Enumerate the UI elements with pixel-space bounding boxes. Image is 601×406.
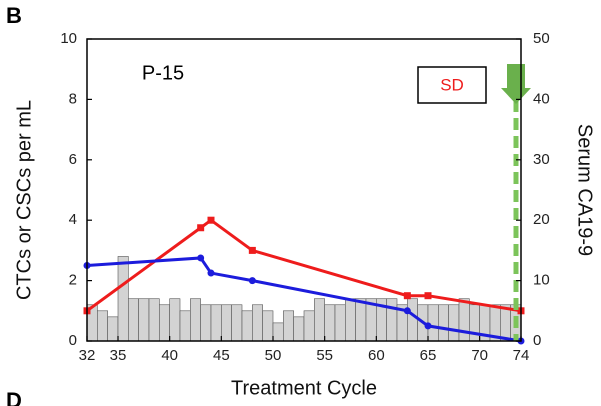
arrow-head (501, 64, 531, 104)
y-tick-label: 10 (60, 30, 77, 47)
y2-tick-label: 40 (533, 90, 550, 107)
next-panel-label: D (6, 388, 22, 406)
status-label: SD (440, 75, 464, 94)
bar (210, 304, 222, 342)
bar (148, 298, 160, 342)
bar (407, 298, 418, 342)
bar (324, 304, 336, 342)
marker (197, 224, 205, 232)
y2-tick-label: 20 (533, 211, 550, 228)
x-tick-label: 60 (368, 347, 385, 364)
y-tick-label: 0 (69, 332, 77, 349)
bar (169, 298, 181, 342)
bar (179, 310, 191, 342)
bar (438, 304, 449, 342)
plot-frame (86, 38, 522, 342)
x-tick-label: 50 (265, 347, 282, 364)
bar (190, 298, 201, 342)
y2-axis-label: Serum CA19-9 (574, 124, 596, 256)
y-axis-label: CTCs or CSCs per mL (13, 100, 35, 300)
marker (207, 269, 215, 277)
x-tick-label: 32 (79, 347, 96, 364)
bar (117, 256, 129, 342)
bar (200, 304, 212, 342)
marker (248, 246, 256, 254)
x-tick-label: 74 (513, 347, 530, 364)
y-tick-label: 4 (69, 211, 77, 228)
bar (138, 298, 150, 342)
bar (221, 304, 232, 342)
bar (262, 310, 274, 342)
marker (207, 216, 215, 224)
bar (293, 316, 305, 342)
y-tick-label: 6 (69, 151, 77, 168)
x-tick-label: 65 (420, 347, 437, 364)
marker (424, 292, 432, 300)
bar (303, 310, 315, 342)
x-tick-label: 70 (471, 347, 488, 364)
bar (355, 298, 367, 342)
panel-label: B (6, 3, 22, 28)
bar (469, 304, 480, 342)
y2-tick-label: 0 (533, 332, 541, 349)
bar (386, 298, 398, 342)
status-box (417, 66, 487, 104)
y2-tick-label: 50 (533, 30, 550, 47)
bar (128, 298, 139, 342)
y-tick-label: 8 (69, 90, 77, 107)
x-tick-label: 40 (161, 347, 178, 364)
bar (283, 310, 294, 342)
y2-tick-label: 30 (533, 151, 550, 168)
y2-tick-label: 10 (533, 272, 550, 289)
marker (424, 322, 432, 330)
bar (345, 298, 356, 342)
marker (403, 292, 411, 300)
marker (248, 277, 256, 285)
marker (403, 307, 411, 315)
y-tick-label: 2 (69, 272, 77, 289)
x-tick-label: 35 (110, 347, 127, 364)
bar (107, 316, 119, 342)
bar (252, 304, 263, 342)
bar (159, 304, 170, 342)
bar (272, 322, 284, 342)
bar (458, 298, 470, 342)
bar (448, 304, 460, 342)
bar (334, 304, 346, 342)
bar (241, 310, 253, 342)
marker (197, 254, 205, 262)
data-line (86, 218, 522, 313)
patient-label: P-15 (142, 62, 184, 84)
x-tick-label: 45 (213, 347, 230, 364)
bar (97, 310, 108, 342)
x-axis-label: Treatment Cycle (231, 377, 377, 399)
bar (231, 304, 243, 342)
bar (314, 298, 325, 342)
x-tick-label: 55 (316, 347, 333, 364)
